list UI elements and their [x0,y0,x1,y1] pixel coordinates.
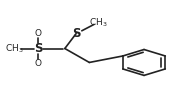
Text: O: O [35,59,42,68]
Text: CH$_3$: CH$_3$ [5,42,23,55]
Text: CH$_3$: CH$_3$ [89,16,108,29]
Text: S: S [72,27,80,40]
Text: O: O [35,29,42,38]
Text: S: S [34,42,43,55]
